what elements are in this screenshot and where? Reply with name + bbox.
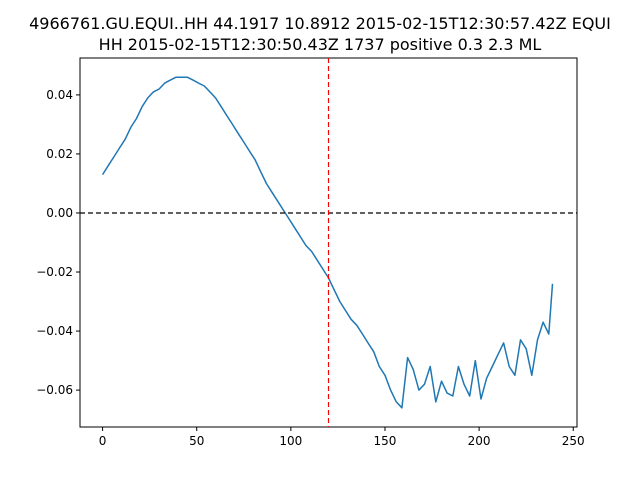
chart-title-line-1: 4966761.GU.EQUI..HH 44.1917 10.8912 2015… xyxy=(29,14,611,33)
y-tick-label: 0.02 xyxy=(46,147,73,161)
chart-title-line-2: HH 2015-02-15T12:30:50.43Z 1737 positive… xyxy=(98,35,542,54)
x-tick-label: 0 xyxy=(99,434,107,448)
x-tick-label: 50 xyxy=(189,434,204,448)
y-tick-label: −0.04 xyxy=(36,324,73,338)
y-tick-label: −0.02 xyxy=(36,265,73,279)
y-tick-label: 0.04 xyxy=(46,88,73,102)
y-tick-label: 0.00 xyxy=(46,206,73,220)
x-tick-label: 150 xyxy=(374,434,397,448)
x-tick-label: 100 xyxy=(279,434,302,448)
x-tick-label: 200 xyxy=(468,434,491,448)
x-tick-label: 250 xyxy=(562,434,585,448)
series-line xyxy=(101,76,554,409)
y-tick-label: −0.06 xyxy=(36,383,73,397)
